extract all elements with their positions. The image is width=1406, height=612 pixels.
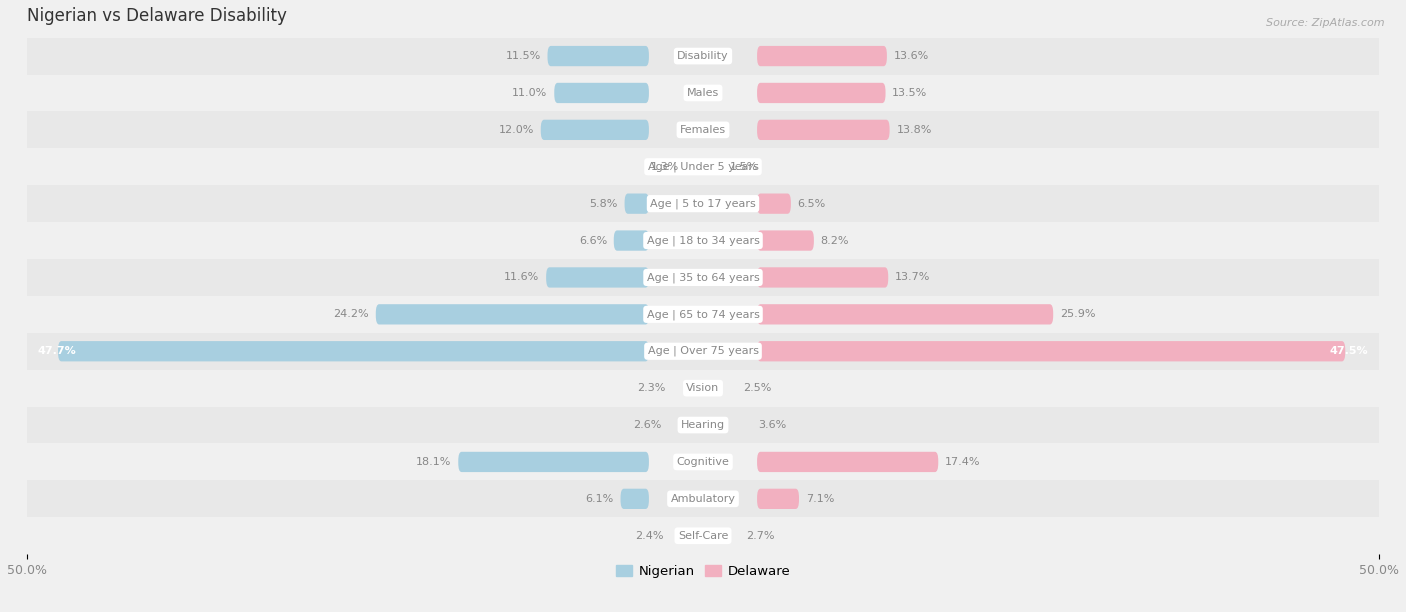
Bar	[27, 148, 1379, 185]
Bar	[27, 333, 1379, 370]
Text: 13.6%: 13.6%	[894, 51, 929, 61]
Text: Age | Over 75 years: Age | Over 75 years	[648, 346, 758, 357]
Text: 11.0%: 11.0%	[512, 88, 547, 98]
Text: 5.8%: 5.8%	[589, 199, 617, 209]
Bar	[27, 444, 1379, 480]
FancyBboxPatch shape	[756, 193, 792, 214]
Text: 1.5%: 1.5%	[730, 162, 758, 172]
Text: 3.6%: 3.6%	[758, 420, 787, 430]
FancyBboxPatch shape	[756, 120, 890, 140]
Text: 13.8%: 13.8%	[897, 125, 932, 135]
Bar	[27, 259, 1379, 296]
FancyBboxPatch shape	[547, 46, 650, 66]
Text: 2.3%: 2.3%	[637, 383, 665, 393]
Bar	[27, 185, 1379, 222]
FancyBboxPatch shape	[756, 341, 1346, 362]
Bar	[27, 75, 1379, 111]
Text: Hearing: Hearing	[681, 420, 725, 430]
Text: Source: ZipAtlas.com: Source: ZipAtlas.com	[1267, 18, 1385, 28]
Text: 18.1%: 18.1%	[416, 457, 451, 467]
Text: 25.9%: 25.9%	[1060, 309, 1095, 319]
Text: Females: Females	[681, 125, 725, 135]
FancyBboxPatch shape	[756, 452, 938, 472]
Legend: Nigerian, Delaware: Nigerian, Delaware	[610, 560, 796, 584]
Text: 6.5%: 6.5%	[797, 199, 825, 209]
Text: 2.4%: 2.4%	[636, 531, 664, 541]
Bar	[27, 37, 1379, 75]
FancyBboxPatch shape	[624, 193, 650, 214]
Text: 47.7%: 47.7%	[38, 346, 76, 356]
Text: Age | 5 to 17 years: Age | 5 to 17 years	[650, 198, 756, 209]
Text: 11.5%: 11.5%	[506, 51, 541, 61]
Text: Vision: Vision	[686, 383, 720, 393]
Text: 2.6%: 2.6%	[633, 420, 661, 430]
Bar	[27, 517, 1379, 554]
Bar	[27, 480, 1379, 517]
Text: 2.5%: 2.5%	[744, 383, 772, 393]
FancyBboxPatch shape	[620, 489, 650, 509]
Bar	[27, 222, 1379, 259]
Text: 12.0%: 12.0%	[499, 125, 534, 135]
FancyBboxPatch shape	[58, 341, 650, 362]
Text: 7.1%: 7.1%	[806, 494, 834, 504]
Text: Males: Males	[688, 88, 718, 98]
FancyBboxPatch shape	[554, 83, 650, 103]
FancyBboxPatch shape	[756, 267, 889, 288]
Text: 17.4%: 17.4%	[945, 457, 980, 467]
Text: 6.1%: 6.1%	[585, 494, 614, 504]
Text: Age | Under 5 years: Age | Under 5 years	[648, 162, 758, 172]
FancyBboxPatch shape	[541, 120, 650, 140]
FancyBboxPatch shape	[614, 230, 650, 251]
Text: 13.5%: 13.5%	[893, 88, 928, 98]
FancyBboxPatch shape	[756, 46, 887, 66]
Bar	[27, 370, 1379, 406]
Bar	[27, 296, 1379, 333]
Text: 6.6%: 6.6%	[579, 236, 607, 245]
Text: 2.7%: 2.7%	[747, 531, 775, 541]
Text: 8.2%: 8.2%	[821, 236, 849, 245]
Text: Age | 65 to 74 years: Age | 65 to 74 years	[647, 309, 759, 319]
Text: 1.3%: 1.3%	[651, 162, 679, 172]
Text: Nigerian vs Delaware Disability: Nigerian vs Delaware Disability	[27, 7, 287, 25]
FancyBboxPatch shape	[458, 452, 650, 472]
FancyBboxPatch shape	[375, 304, 650, 324]
Bar	[27, 406, 1379, 444]
Text: 11.6%: 11.6%	[505, 272, 540, 283]
FancyBboxPatch shape	[756, 489, 799, 509]
FancyBboxPatch shape	[756, 230, 814, 251]
Text: Cognitive: Cognitive	[676, 457, 730, 467]
Text: Ambulatory: Ambulatory	[671, 494, 735, 504]
FancyBboxPatch shape	[756, 304, 1053, 324]
FancyBboxPatch shape	[546, 267, 650, 288]
Text: Self-Care: Self-Care	[678, 531, 728, 541]
Text: 24.2%: 24.2%	[333, 309, 368, 319]
Text: 47.5%: 47.5%	[1330, 346, 1368, 356]
Text: Age | 35 to 64 years: Age | 35 to 64 years	[647, 272, 759, 283]
Bar	[27, 111, 1379, 148]
Text: Disability: Disability	[678, 51, 728, 61]
Text: Age | 18 to 34 years: Age | 18 to 34 years	[647, 235, 759, 246]
FancyBboxPatch shape	[756, 83, 886, 103]
Text: 13.7%: 13.7%	[896, 272, 931, 283]
